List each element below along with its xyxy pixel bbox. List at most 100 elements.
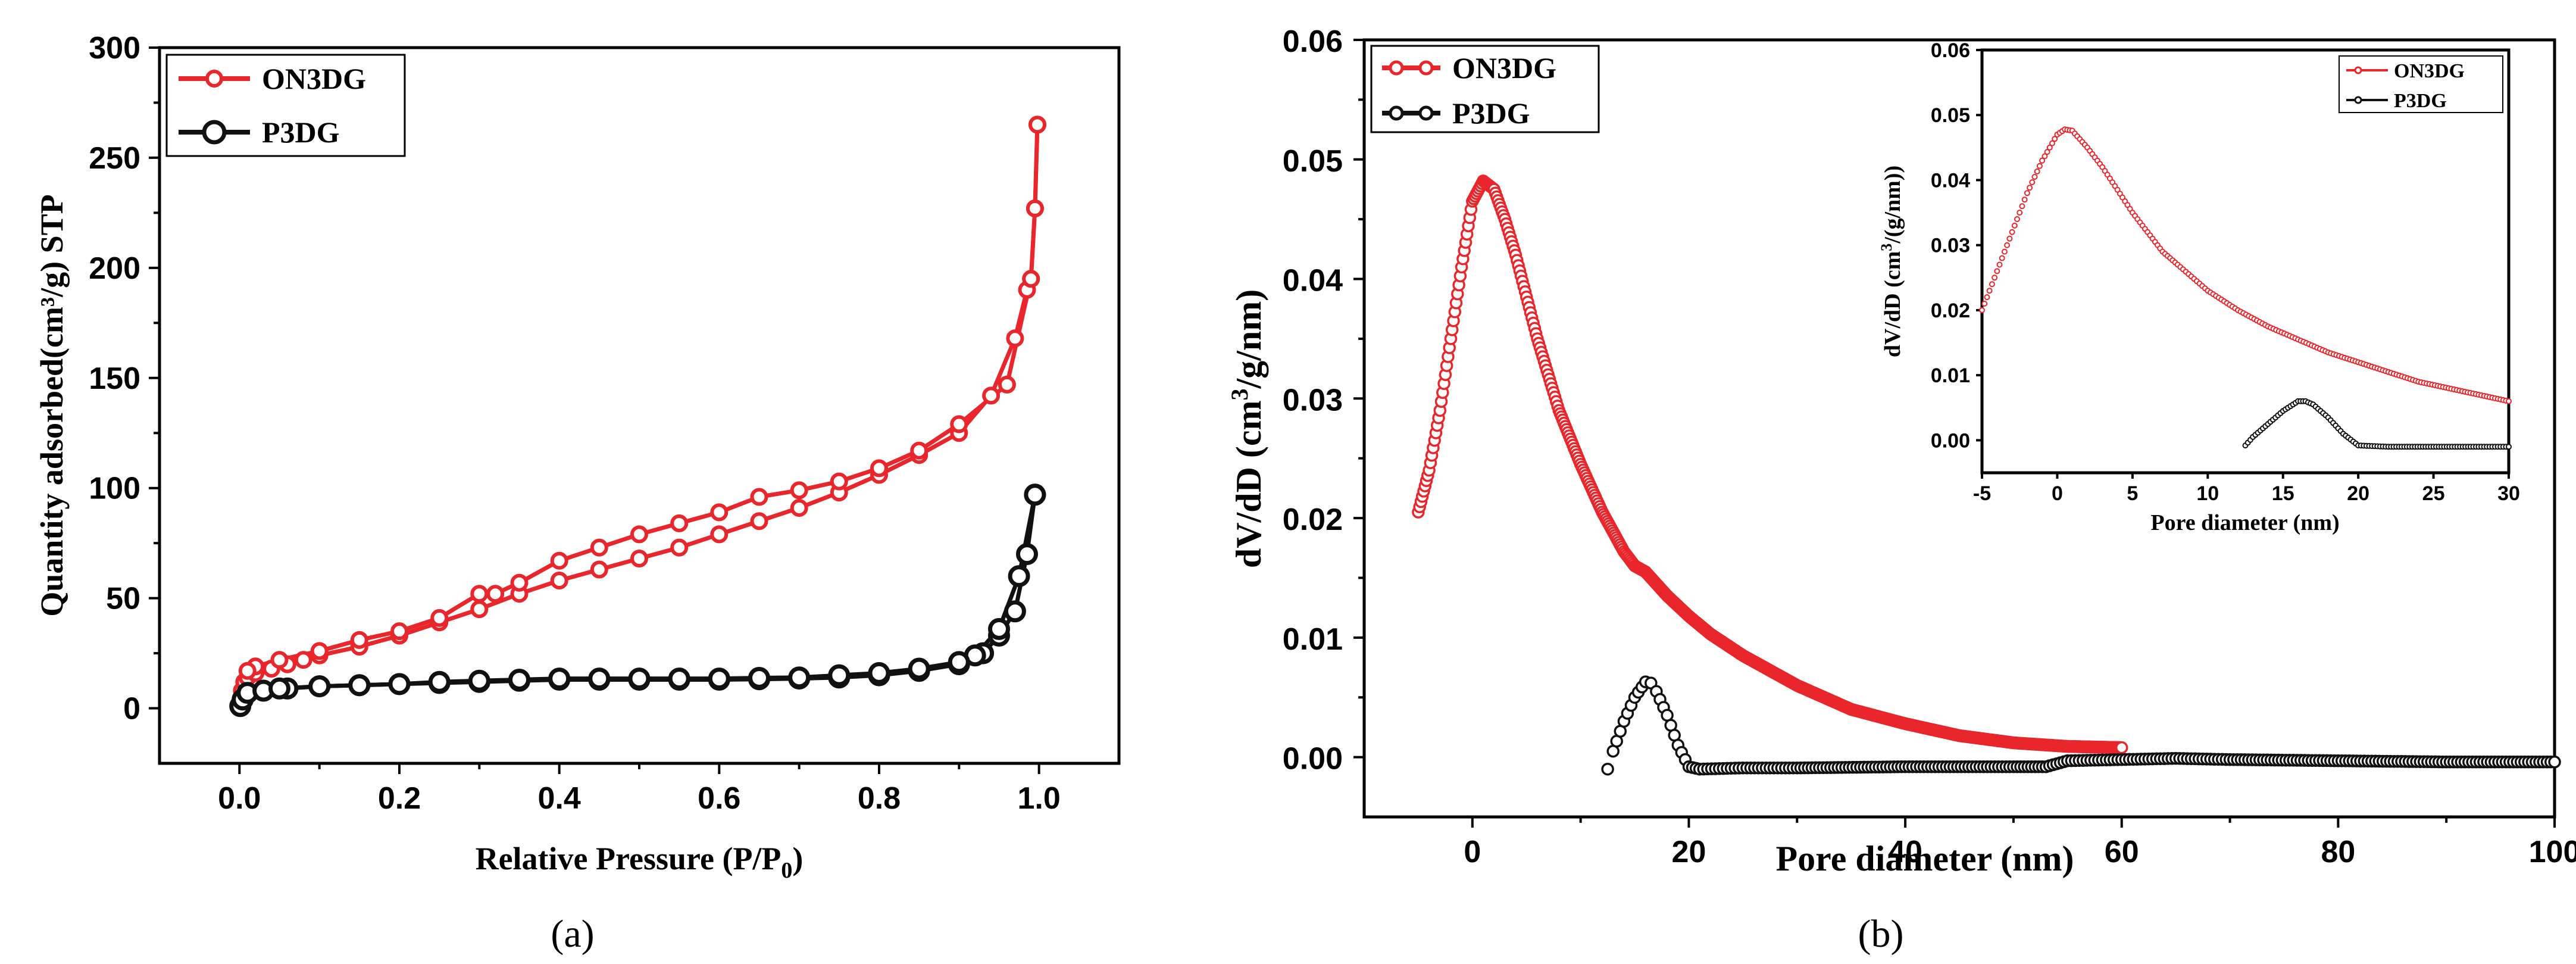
chart-b-ytick-label: 0.03	[1283, 383, 1343, 417]
inset-on3dg-point	[1981, 301, 1988, 307]
chart-b-legend: ON3DG P3DG	[1370, 45, 1600, 133]
legend-b-box	[1370, 45, 1600, 133]
chart-a-p3dg-point	[788, 666, 811, 689]
chart-a-p3dg-point	[428, 670, 451, 693]
chart-a-on3dg-point	[710, 503, 729, 522]
chart-a-xtick-label: 0.2	[378, 781, 421, 816]
chart-a-on3dg-point	[550, 551, 568, 570]
chart-a-on3dg-point	[750, 512, 768, 531]
chart-a-p3dg-point	[948, 651, 970, 673]
inset-ticks: -5 0 5 10 15 20 25 30 0.00 0.01 0.02 0.03 0.04 0.05 0.…	[1931, 39, 2520, 505]
inset-on3dg-point	[2004, 242, 2011, 248]
inset-ytick-label: 0.06	[1931, 39, 1970, 62]
legend-b-p3dg-marker-2	[1418, 105, 1434, 121]
inset-on3dg-point	[2034, 168, 2040, 174]
chart-b-ytick-label: 0.01	[1283, 622, 1343, 657]
chart-a-ytick-label: 250	[89, 141, 140, 176]
chart-a-ticks: 0.0 0.2 0.4 0.6 0.8 1.0 0 50 100 150 200 250 300	[89, 31, 1061, 816]
legend-inset-p3dg-marker	[2354, 96, 2362, 104]
chart-a-on3dg-point	[1026, 199, 1044, 217]
chart-a-p3dg-point	[468, 669, 490, 692]
chart-a-on3dg-point	[310, 642, 329, 660]
legend-inset-on3dg-label: ON3DG	[2394, 60, 2465, 82]
chart-b-ytick-label: 0.06	[1283, 24, 1343, 59]
inset-on3dg-point	[1984, 294, 1990, 301]
chart-b-xtick-label: 100	[2529, 835, 2576, 869]
chart-a-on3dg-point	[670, 514, 689, 532]
inset-ylabel: dV/dD (cm3/(g/nm))	[1878, 166, 1905, 357]
chart-a-p3dg-point	[268, 677, 290, 700]
inset-ytick-label: 0.02	[1931, 300, 1970, 322]
chart-a-xtick-label: 0.6	[698, 781, 740, 816]
chart-a-on3dg-point	[910, 441, 929, 460]
inset-on3dg-point	[2006, 235, 2013, 242]
chart-a-p3dg-point	[1008, 565, 1030, 588]
chart-a-p3dg-point	[308, 675, 331, 698]
chart-a-on3dg-point	[870, 459, 888, 478]
inset-xtick-label: 5	[2127, 482, 2138, 505]
inset-on3dg-point	[2011, 222, 2018, 229]
inset-on3dg-point	[2027, 185, 2033, 191]
chart-a-p3dg-point	[628, 667, 651, 690]
chart-a-on3dg-point	[950, 415, 968, 433]
chart-a-ytick-label: 300	[89, 31, 140, 65]
inset-xtick-label: -5	[1973, 482, 1991, 505]
chart-b-xtick-label: 80	[2321, 835, 2355, 869]
legend-b-on3dg-marker-2	[1418, 60, 1434, 76]
chart-a-on3dg-point	[998, 375, 1016, 394]
chart-a-on3dg-point	[630, 550, 648, 567]
inset-ytick-label: 0.05	[1931, 104, 1970, 127]
inset-on3dg-point	[2052, 136, 2058, 142]
inset-xtick-label: 10	[2196, 482, 2219, 505]
inset-on3dg-point	[1992, 274, 1998, 281]
inset-frame	[1980, 48, 2511, 475]
inset-on3dg-point	[2029, 179, 2036, 186]
chart-a-on3dg-point	[710, 525, 729, 544]
chart-a-on3dg-point	[486, 585, 505, 603]
legend-b-on3dg-marker-1	[1389, 60, 1404, 76]
chart-b-p3dg-point	[2548, 755, 2561, 769]
legend-inset-box	[2339, 55, 2503, 113]
inset-on3dg-point	[1996, 261, 2003, 268]
panel-label-a: (a)	[551, 912, 594, 956]
inset-on3dg-point	[2506, 398, 2512, 404]
chart-b-ytick-label: 0.04	[1283, 264, 1343, 298]
inset-xtick-label: 0	[2052, 482, 2063, 505]
inset-on3dg-point	[2019, 203, 2025, 210]
chart-a-on3dg-point	[238, 662, 257, 680]
chart-a-p3dg-point	[1003, 600, 1026, 623]
inset-on3dg-point	[2031, 174, 2038, 180]
chart-b-inset: -5 0 5 10 15 20 25 30 0.00 0.01 0.02 0.03 0.04 0.05 0.…	[1878, 39, 2520, 535]
chart-a-on3dg-point	[430, 609, 449, 627]
chart-a-xtick-label: 0.4	[538, 781, 581, 816]
inset-xtick-label: 20	[2347, 482, 2369, 505]
legend-b-on3dg-label: ON3DG	[1452, 51, 1556, 85]
inset-on3dg-point	[1989, 281, 1995, 288]
inset-on3dg-point	[2014, 216, 2020, 222]
chart-a-p3dg-point	[828, 664, 851, 687]
chart-a-on3dg-point	[790, 499, 808, 517]
chart-a-p3dg-point	[708, 667, 730, 690]
chart-a-on3dg-point	[830, 472, 848, 491]
chart-b-on3dg-point	[2115, 741, 2128, 754]
inset-ytick-label: 0.00	[1931, 429, 1970, 452]
chart-a-p3dg-point	[388, 673, 411, 695]
chart-a: 0.0 0.2 0.4 0.6 0.8 1.0 0 50 100 150 200 250 300 ON3…	[34, 31, 1121, 956]
inset-legend: ON3DG P3DG	[2339, 55, 2503, 113]
legend-inset-on3dg-marker	[2354, 66, 2362, 74]
chart-a-xlabel: Relative Pressure (P/P0)	[476, 841, 804, 883]
chart-b: 0 20 40 60 80 1000.000.010.020.030.040.050.06…	[1226, 24, 2576, 956]
legend-b-p3dg-marker-1	[1389, 105, 1404, 121]
legend-a-on3dg-marker	[205, 70, 223, 88]
chart-a-on3dg-point	[1022, 270, 1040, 288]
chart-a-on3dg-point	[590, 560, 608, 579]
inset-series	[1979, 126, 2512, 450]
inset-ytick-label: 0.03	[1931, 235, 1970, 257]
inset-on3dg-point	[1999, 255, 2005, 261]
inset-on3dg-point	[2036, 163, 2043, 169]
legend-b-p3dg-label: P3DG	[1452, 96, 1530, 130]
chart-a-xtick-label: 0.8	[858, 781, 901, 816]
chart-a-p3dg-point	[868, 662, 890, 684]
inset-ytick-label: 0.01	[1931, 364, 1970, 387]
